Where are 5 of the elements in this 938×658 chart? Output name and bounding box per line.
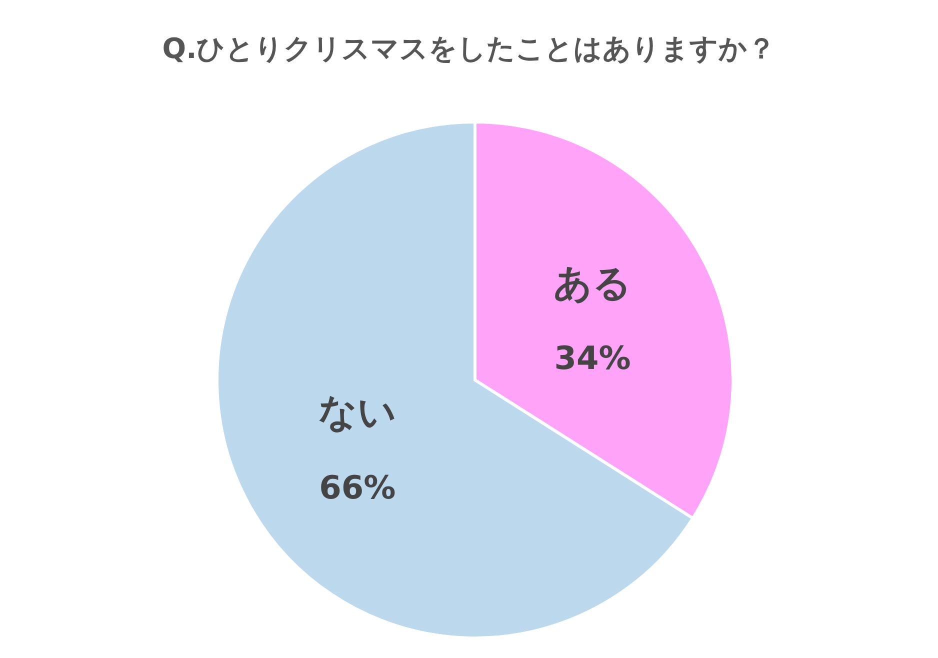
chart-title: Q.ひとりクリスマスをしたことはありますか？ (161, 31, 777, 67)
slice-label: ある (554, 260, 632, 305)
data-label: 66% (319, 468, 396, 506)
data-label: 34% (554, 339, 631, 378)
slice-label: ない (318, 390, 396, 434)
